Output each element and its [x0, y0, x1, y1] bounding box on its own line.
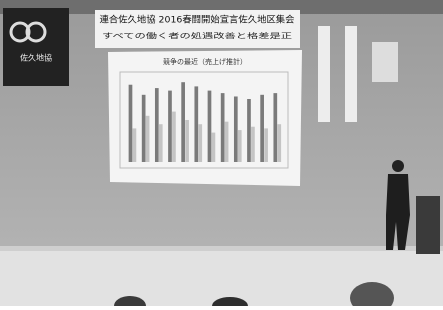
projector-screen [108, 50, 302, 186]
podium [416, 196, 440, 254]
slide-bar [172, 112, 176, 162]
slide-bar [133, 128, 137, 162]
slide-bar [194, 86, 198, 162]
slide-bar [168, 91, 172, 162]
slide-title: 競争の最近（売上げ推計） [163, 57, 247, 66]
vertical-banner [345, 26, 357, 122]
slide-bar [234, 96, 238, 162]
banner-title: 連合佐久地協 2016春闘開始宣言佐久地区集会 [100, 14, 295, 26]
slide-bar [208, 91, 212, 162]
slide-bar [247, 99, 251, 162]
slide-bar [212, 133, 216, 162]
slide-bar [181, 82, 185, 162]
slide-bar [129, 85, 133, 162]
slide-bar [185, 120, 189, 162]
banner-subtitle: すべての働く者の処遇改善と格差是正 [102, 31, 292, 40]
left-banner-label: 佐久地協 [20, 53, 52, 63]
slide-bar [155, 88, 159, 162]
slide-bar [260, 95, 264, 162]
speaker [386, 174, 410, 250]
slide-bar [277, 124, 281, 162]
photo: 佐久地協 連合佐久地協 2016春闘開始宣言佐久地区集会 すべての働く者の処遇改… [0, 0, 443, 306]
slide-bar [251, 127, 255, 162]
poster [372, 42, 398, 82]
stage-edge [0, 246, 443, 251]
slide-bar [142, 95, 146, 162]
slide-bar [264, 128, 268, 162]
slide-bar [273, 93, 277, 162]
slide-bar [198, 124, 202, 162]
speaker-head [392, 160, 404, 172]
left-banner [3, 8, 69, 86]
slide-bar [159, 124, 163, 162]
slide-bar [146, 116, 150, 162]
slide-bar [221, 93, 225, 162]
slide-bar [225, 122, 229, 162]
slide-bar [238, 130, 242, 162]
vertical-banner [318, 26, 330, 122]
